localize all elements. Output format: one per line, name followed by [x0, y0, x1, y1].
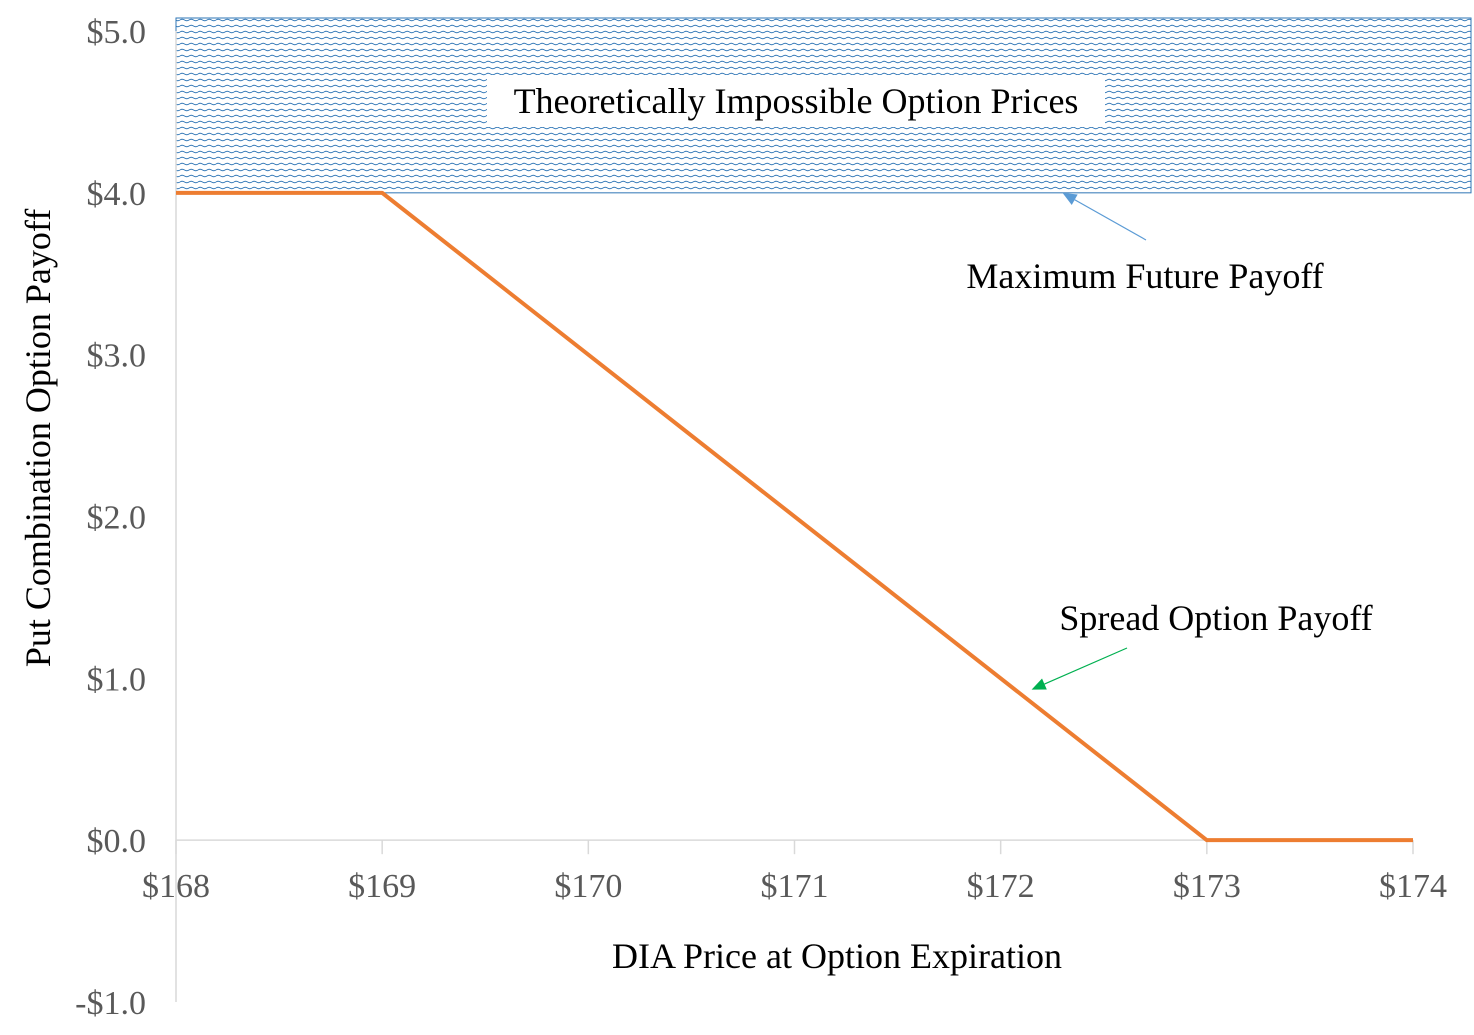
impossible-region-label-background [487, 75, 1105, 127]
x-tick-label: $170 [554, 868, 622, 905]
x-tick-label: $171 [761, 868, 829, 905]
y-tick-label: $5.0 [87, 14, 147, 51]
x-axis-title: DIA Price at Option Expiration [612, 936, 1062, 976]
x-tick-label: $172 [967, 868, 1035, 905]
payoff-series-line [176, 190, 1413, 843]
x-tick-label: $168 [142, 868, 210, 905]
y-tick-label: $2.0 [87, 500, 147, 537]
x-axis-ticks: $168 $169 $170 $171 $172 $173 $174 [142, 840, 1447, 905]
series-layer [175, 190, 1414, 843]
y-tick-label: $0.0 [87, 823, 147, 860]
impossible-region: Theoretically Impossible Option Prices [175, 17, 1472, 194]
max-payoff-arrowhead [1062, 192, 1078, 205]
spread-payoff-arrowhead [1031, 678, 1047, 690]
y-tick-label: $4.0 [87, 176, 147, 213]
impossible-region-label: Theoretically Impossible Option Prices [514, 81, 1079, 121]
y-tick-label: $1.0 [87, 661, 147, 698]
y-axis-title: Put Combination Option Payoff [18, 209, 58, 667]
max-payoff-label: Maximum Future Payoff [966, 256, 1323, 296]
x-tick-label: $174 [1379, 868, 1447, 905]
y-axis-ticks: $5.0 $4.0 $3.0 $2.0 $1.0 $0.0 -$1.0 [75, 14, 146, 1022]
max-payoff-arrow [1074, 199, 1147, 241]
x-tick-label: $173 [1173, 868, 1241, 905]
spread-payoff-annotation: Spread Option Payoff [1031, 598, 1373, 690]
x-tick-label: $169 [348, 868, 416, 905]
y-tick-label: $3.0 [87, 338, 147, 375]
max-payoff-annotation: Maximum Future Payoff [966, 192, 1324, 296]
spread-payoff-label: Spread Option Payoff [1059, 598, 1372, 638]
y-tick-label: -$1.0 [75, 985, 146, 1022]
spread-payoff-arrow [1044, 647, 1128, 685]
